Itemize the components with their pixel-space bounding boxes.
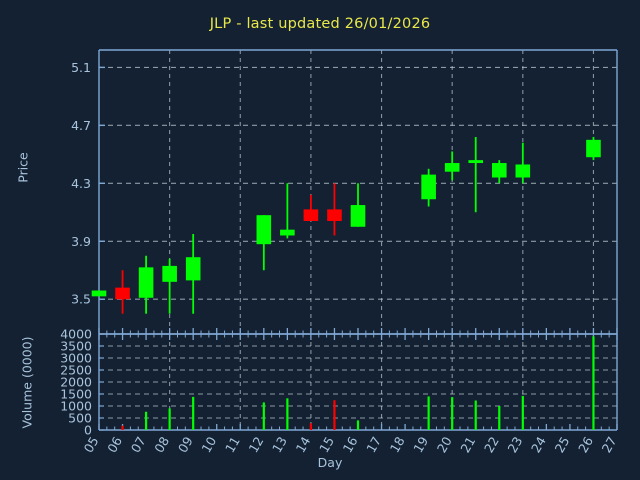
x-tick-label: 12 bbox=[245, 434, 266, 455]
x-tick-label: 11 bbox=[222, 434, 243, 455]
x-tick-label: 16 bbox=[340, 434, 361, 455]
candle-body bbox=[303, 209, 319, 221]
price-ytick-label: 3.5 bbox=[71, 292, 91, 307]
x-tick-label: 21 bbox=[457, 434, 478, 455]
price-ytick-label: 4.7 bbox=[71, 118, 91, 133]
x-tick-label: 19 bbox=[410, 434, 431, 455]
candle-09 bbox=[185, 234, 201, 314]
x-tick-label: 08 bbox=[151, 434, 172, 455]
price-ytick-label: 3.9 bbox=[71, 234, 91, 249]
x-tick-label: 09 bbox=[175, 434, 196, 455]
volume-ytick-label: 3500 bbox=[60, 339, 92, 354]
candle-05 bbox=[91, 290, 107, 297]
candle-body bbox=[280, 229, 295, 236]
x-tick-label: 22 bbox=[481, 434, 502, 455]
candle-body bbox=[491, 163, 507, 178]
candle-21 bbox=[468, 136, 484, 213]
candle-22 bbox=[491, 160, 507, 184]
x-tick-label: 25 bbox=[552, 434, 573, 455]
candle-body bbox=[421, 174, 436, 200]
candle-body bbox=[162, 265, 177, 282]
volume-ytick-label: 4000 bbox=[60, 327, 92, 342]
x-tick-label: 06 bbox=[104, 434, 125, 455]
candle-08 bbox=[162, 258, 177, 314]
x-tick-label: 20 bbox=[434, 434, 455, 455]
chart-title: JLP - last updated 26/01/2026 bbox=[209, 16, 431, 32]
x-tick-label: 07 bbox=[128, 434, 149, 455]
price-ytick-label: 5.1 bbox=[71, 60, 91, 75]
candle-07 bbox=[138, 255, 154, 314]
candle-body bbox=[468, 160, 484, 164]
day-axis-title: Day bbox=[317, 455, 343, 470]
candle-body bbox=[515, 164, 531, 178]
candle-06 bbox=[115, 270, 130, 314]
candle-body bbox=[350, 205, 366, 227]
volume-ytick-label: 2500 bbox=[60, 363, 92, 378]
x-tick-label: 15 bbox=[316, 434, 337, 455]
price-ytick-label: 4.3 bbox=[71, 176, 91, 191]
candle-14 bbox=[303, 194, 319, 221]
volume-ytick-label: 1500 bbox=[60, 387, 92, 402]
x-tick-label: 17 bbox=[363, 434, 384, 455]
candle-body bbox=[115, 287, 130, 300]
candle-13 bbox=[280, 183, 295, 239]
x-tick-label: 23 bbox=[504, 434, 525, 455]
volume-ytick-label: 500 bbox=[68, 411, 92, 426]
candle-body bbox=[91, 290, 107, 297]
x-tick-label: 24 bbox=[528, 434, 549, 455]
x-tick-label: 13 bbox=[269, 434, 290, 455]
candle-12 bbox=[256, 215, 272, 271]
volume-ytick-label: 2000 bbox=[60, 375, 92, 390]
candle-20 bbox=[444, 151, 460, 181]
x-tick-label: 27 bbox=[599, 434, 620, 455]
volume-ytick-label: 1000 bbox=[60, 399, 92, 414]
candle-body bbox=[586, 139, 601, 158]
candle-16 bbox=[350, 183, 366, 227]
candle-body bbox=[256, 215, 272, 245]
volume-ytick-label: 0 bbox=[84, 423, 92, 438]
x-tick-label: 18 bbox=[387, 434, 408, 455]
candle-body bbox=[444, 163, 460, 172]
x-tick-label: 26 bbox=[575, 434, 596, 455]
candle-19 bbox=[421, 168, 436, 207]
x-tick-label: 10 bbox=[198, 434, 219, 455]
candle-26 bbox=[586, 136, 601, 161]
candle-23 bbox=[515, 142, 531, 184]
x-tick-label: 14 bbox=[293, 434, 314, 455]
volume-ytick-label: 3000 bbox=[60, 351, 92, 366]
candle-body bbox=[327, 209, 342, 221]
candle-15 bbox=[327, 183, 342, 236]
x-tick-label: 05 bbox=[81, 434, 102, 455]
candle-body bbox=[138, 267, 154, 298]
candle-body bbox=[185, 257, 201, 281]
